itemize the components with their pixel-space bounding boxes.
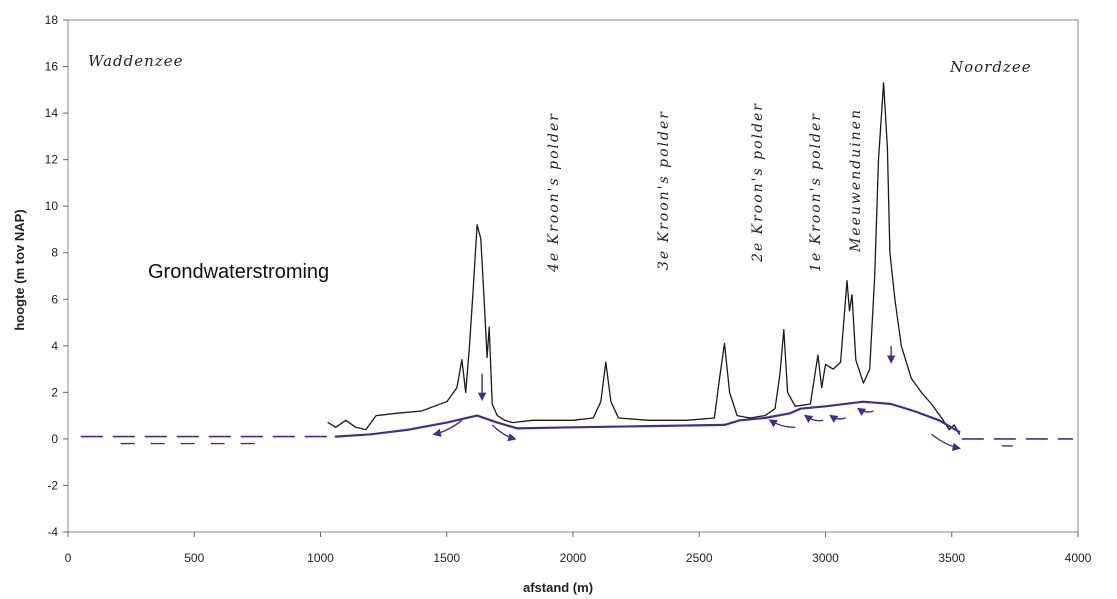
terrain-profile-line (327, 82, 960, 435)
y-tick-label: 0 (51, 432, 58, 446)
flow-arrow (491, 424, 517, 442)
y-tick-label: 12 (45, 153, 59, 167)
y-tick-label: 2 (51, 385, 58, 399)
y-tick-label: -2 (47, 478, 58, 492)
x-tick-label: 4000 (1065, 551, 1092, 565)
x-tick-label: 1000 (307, 551, 334, 565)
y-tick-label: -4 (47, 525, 58, 539)
y-axis-ticks: -4 -2 0 2 4 6 8 10 12 14 16 18 (45, 13, 68, 539)
grondwaterstroming-label: Grondwaterstroming (148, 261, 329, 283)
flow-arrow (768, 419, 796, 428)
polder2-label: 2e Kroon's polder (750, 102, 766, 263)
y-tick-label: 6 (51, 292, 58, 306)
flow-arrows (432, 345, 961, 451)
flow-arrow (432, 419, 463, 437)
flow-arrow (829, 414, 846, 423)
y-tick-label: 18 (45, 13, 59, 27)
waddenzee-label: Waddenzee (88, 52, 183, 70)
y-tick-label: 8 (51, 246, 58, 260)
y-axis-title: hoogte (m tov NAP) (12, 209, 27, 330)
x-axis-ticks: 0 500 1000 1500 2000 2500 3000 3500 4000 (65, 532, 1092, 565)
flow-arrow (803, 414, 824, 423)
polder4-label: 4e Kroon's polder (546, 112, 562, 273)
flow-arrow (856, 407, 874, 416)
x-tick-label: 2000 (560, 551, 587, 565)
polder1-label: 1e Kroon's polder (808, 112, 824, 272)
meeuwenduinen-label: Meeuwenduinen (848, 108, 864, 253)
groundwater-level-line (334, 400, 961, 438)
x-axis-title: afstand (m) (523, 580, 593, 595)
x-tick-label: 500 (184, 551, 204, 565)
polder3-label: 3e Kroon's polder (656, 110, 672, 270)
y-tick-label: 16 (45, 60, 59, 74)
noordzee-label: Noordzee (949, 58, 1032, 76)
y-tick-label: 10 (45, 199, 59, 213)
y-tick-label: 4 (51, 339, 58, 353)
y-tick-label: 14 (45, 106, 59, 120)
flow-arrow (931, 433, 961, 451)
series-layer (80, 82, 1073, 447)
x-tick-label: 1500 (433, 551, 460, 565)
x-tick-label: 3000 (812, 551, 839, 565)
x-tick-label: 3500 (938, 551, 965, 565)
x-tick-label: 0 (65, 551, 72, 565)
x-tick-label: 2500 (686, 551, 713, 565)
